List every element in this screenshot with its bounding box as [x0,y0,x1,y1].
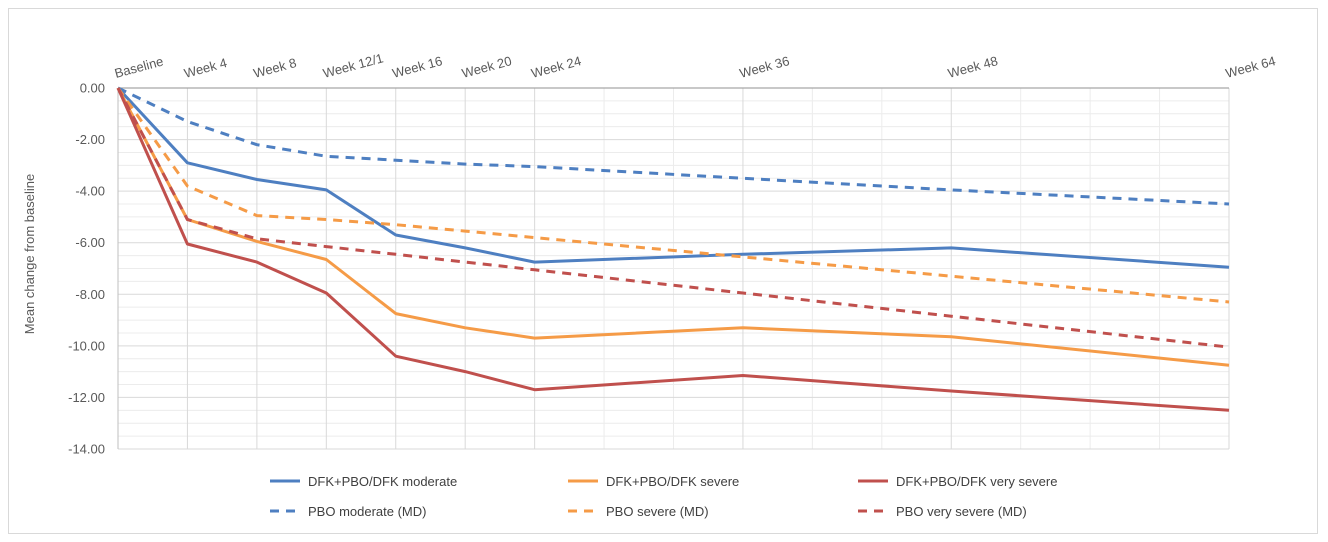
x-tick-label: Week 24 [530,53,583,81]
x-tick-label: Week 36 [738,53,791,81]
series-line-5 [116,87,1230,304]
legend-label: PBO moderate (MD) [308,504,426,519]
series-line-2 [116,87,1230,367]
y-tick-label: -8.00 [75,287,105,302]
x-tick-label: Week 12/1 [321,50,385,81]
x-tick-label: Week 8 [252,55,298,81]
y-tick-label: -12.00 [68,390,105,405]
y-tick-label: -10.00 [68,338,105,353]
x-tick-labels: Baseline Week 4 Week 8 Week 12/1 Week 16 Week… [113,50,1277,81]
legend-label: PBO severe (MD) [606,504,709,519]
series-line-4 [117,86,1230,206]
y-tick-label: -6.00 [75,235,105,250]
series-line-3 [116,87,1230,412]
series-line-1 [116,86,1230,269]
legend-label: DFK+PBO/DFK moderate [308,474,457,489]
minor-gridlines [118,88,1229,449]
legend-label: DFK+PBO/DFK very severe [896,474,1057,489]
series-lines [116,86,1230,412]
x-tick-label: Week 20 [460,53,513,81]
x-tick-label: Baseline [113,54,165,81]
y-tick-label: -4.00 [75,184,105,199]
y-tick-label: 0.00 [80,81,105,96]
x-tick-label: Week 4 [182,55,228,81]
axes [117,87,1229,449]
legend-label: DFK+PBO/DFK severe [606,474,739,489]
legend-label: PBO very severe (MD) [896,504,1027,519]
y-tick-label: -2.00 [75,132,105,147]
x-tick-label: Week 16 [391,53,444,81]
legend: DFK+PBO/DFK moderate DFK+PBO/DFK severe DF… [270,474,1057,519]
y-tick-labels: 0.00 -2.00 -4.00 -6.00 -8.00 -10.00 -12.00 -14.… [68,81,105,457]
x-tick-label: Week 48 [946,53,999,81]
y-axis-title: Mean change from baseline [22,174,37,334]
chart-frame [8,8,1318,534]
series-line-6 [116,87,1230,349]
y-tick-label: -14.00 [68,442,105,457]
x-tick-label: Week 64 [1224,53,1277,81]
